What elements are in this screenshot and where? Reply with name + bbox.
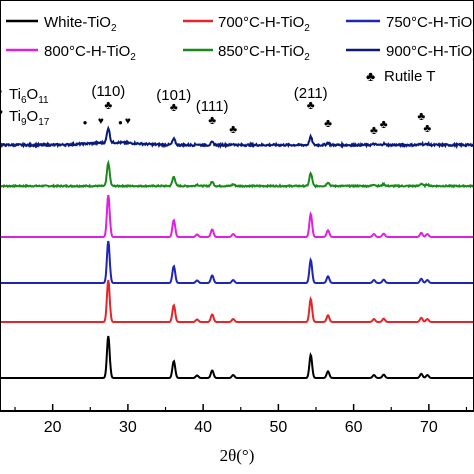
x-tick-label: 40 — [194, 419, 212, 436]
plot-area — [0, 0, 474, 412]
series-900-c-h-tio2 — [0, 125, 474, 150]
ti6o11-label: Ti6O11 — [9, 86, 49, 106]
club-marker: ♣ — [307, 98, 315, 112]
club-marker: ♣ — [324, 116, 332, 130]
legend: White-TiO2 700°C-H-TiO2 750°C-H-TiO2 800… — [6, 14, 474, 63]
x-tick-label: 60 — [345, 419, 363, 436]
club-marker: ♣ — [423, 121, 431, 135]
plane-label-111: (111) — [196, 98, 229, 115]
plot-frame — [0, 0, 474, 412]
series-800-c-h-tio2 — [0, 194, 474, 238]
legend-label-white: White-TiO2 — [44, 14, 117, 34]
dot-marker: ● — [83, 118, 88, 127]
club-marker: ♣ — [170, 100, 178, 114]
club-marker: ♣ — [104, 98, 112, 112]
legend-label-700: 700°C-H-TiO2 — [218, 14, 310, 34]
legend-entry-900: 900°C-H-TiO2 — [346, 43, 474, 63]
legend-label-750: 750°C-H-TiO2 — [386, 14, 474, 34]
phase-heart-symbol: ♥ — [0, 108, 3, 119]
peak-markers: ♣ ♣♣♣♣♣ ♣ ♣♣♣● ●♥ ♥ — [83, 98, 432, 137]
phase-labels: ♣ Rutile T ● Ti6O11 ♥ Ti9O17 — [0, 68, 435, 128]
series-layer — [0, 125, 474, 379]
plane-label-211: (211) — [294, 85, 328, 102]
legend-entry-800: 800°C-H-TiO2 — [6, 43, 136, 63]
club-marker: ♣ — [380, 117, 388, 131]
club-marker: ♣ — [229, 122, 237, 136]
ti9o17-label: Ti9O17 — [9, 108, 50, 128]
legend-entry-white: White-TiO2 — [6, 14, 117, 34]
legend-label-800: 800°C-H-TiO2 — [44, 43, 136, 63]
series-850-c-h-tio2 — [0, 159, 474, 189]
x-axis-label: 2θ(°) — [220, 446, 255, 465]
heart-marker: ♥ — [98, 116, 104, 127]
club-marker: ♣ — [208, 113, 216, 127]
dot-marker: ● — [118, 118, 123, 127]
x-tick-label: 20 — [44, 419, 62, 436]
plane-label-110: (110) — [91, 83, 125, 100]
x-axis: 20 30 40 50 60 70 — [14, 404, 468, 436]
x-tick-label: 50 — [269, 419, 287, 436]
series-700-c-h-tio2 — [0, 279, 474, 323]
plane-labels: (110) (101) (111) (211) — [91, 83, 327, 115]
rutile-club-symbol: ♣ — [366, 68, 375, 84]
x-tick-label: 70 — [420, 419, 438, 436]
legend-entry-850: 850°C-H-TiO2 — [183, 43, 310, 63]
heart-marker: ♥ — [125, 116, 131, 127]
legend-entry-700: 700°C-H-TiO2 — [183, 14, 310, 34]
x-tick-label: 30 — [119, 419, 137, 436]
rutile-label: Rutile T — [384, 68, 435, 85]
club-marker: ♣ — [417, 109, 425, 123]
series-750-c-h-tio2 — [0, 240, 474, 284]
legend-label-850: 850°C-H-TiO2 — [218, 43, 310, 63]
phase-dot-symbol: ● — [0, 86, 2, 96]
series-white-tio2 — [0, 335, 474, 379]
legend-entry-750: 750°C-H-TiO2 — [346, 14, 474, 34]
plane-label-101: (101) — [156, 87, 191, 104]
club-marker: ♣ — [370, 123, 378, 137]
legend-label-900: 900°C-H-TiO2 — [386, 43, 474, 63]
